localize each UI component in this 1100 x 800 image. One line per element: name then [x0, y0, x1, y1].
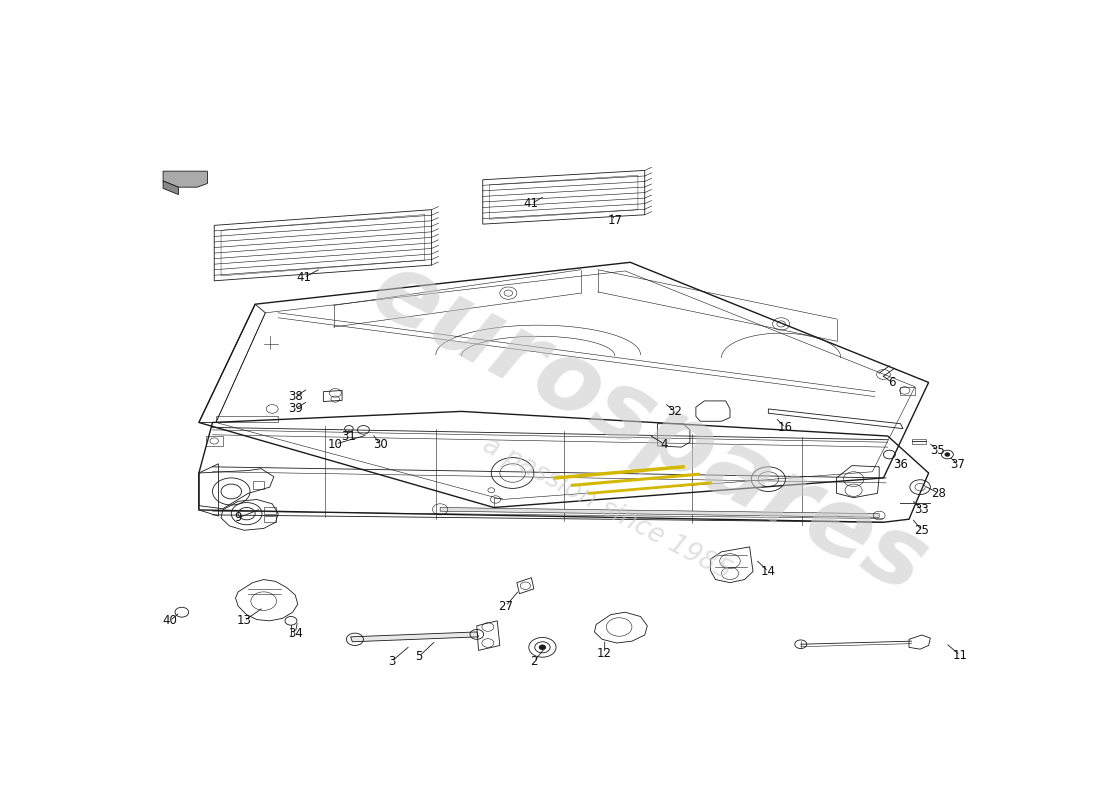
Text: 25: 25	[914, 524, 929, 537]
Circle shape	[539, 645, 546, 650]
Text: eurospares: eurospares	[355, 243, 943, 614]
Text: 11: 11	[953, 649, 968, 662]
Text: 12: 12	[597, 647, 613, 660]
Text: 41: 41	[296, 271, 311, 284]
Polygon shape	[163, 171, 208, 187]
Text: 5: 5	[415, 650, 422, 663]
Text: 17: 17	[607, 214, 623, 227]
Polygon shape	[440, 507, 879, 518]
Polygon shape	[351, 632, 478, 642]
Text: 32: 32	[667, 405, 682, 418]
Text: 4: 4	[661, 438, 668, 450]
Text: 41: 41	[524, 198, 539, 210]
Text: 40: 40	[163, 614, 177, 627]
Text: a passion since 1985: a passion since 1985	[477, 432, 735, 586]
Text: 13: 13	[236, 614, 252, 627]
Text: 33: 33	[914, 503, 929, 517]
Text: 6: 6	[888, 376, 895, 389]
Text: 10: 10	[328, 438, 343, 450]
Text: 9: 9	[234, 511, 242, 525]
Text: 36: 36	[893, 458, 907, 471]
Polygon shape	[163, 181, 178, 194]
Text: 2: 2	[530, 655, 538, 668]
Text: 28: 28	[932, 487, 946, 500]
Text: 38: 38	[288, 390, 302, 403]
Text: 16: 16	[778, 421, 793, 434]
Text: 30: 30	[373, 438, 388, 450]
Text: 3: 3	[388, 655, 395, 668]
Text: 14: 14	[761, 565, 776, 578]
Circle shape	[945, 453, 950, 456]
Text: 37: 37	[950, 458, 965, 471]
Text: 35: 35	[930, 444, 945, 457]
Text: 31: 31	[341, 430, 356, 442]
Text: 34: 34	[288, 626, 302, 640]
Text: 27: 27	[498, 599, 514, 613]
Text: 39: 39	[288, 402, 302, 415]
